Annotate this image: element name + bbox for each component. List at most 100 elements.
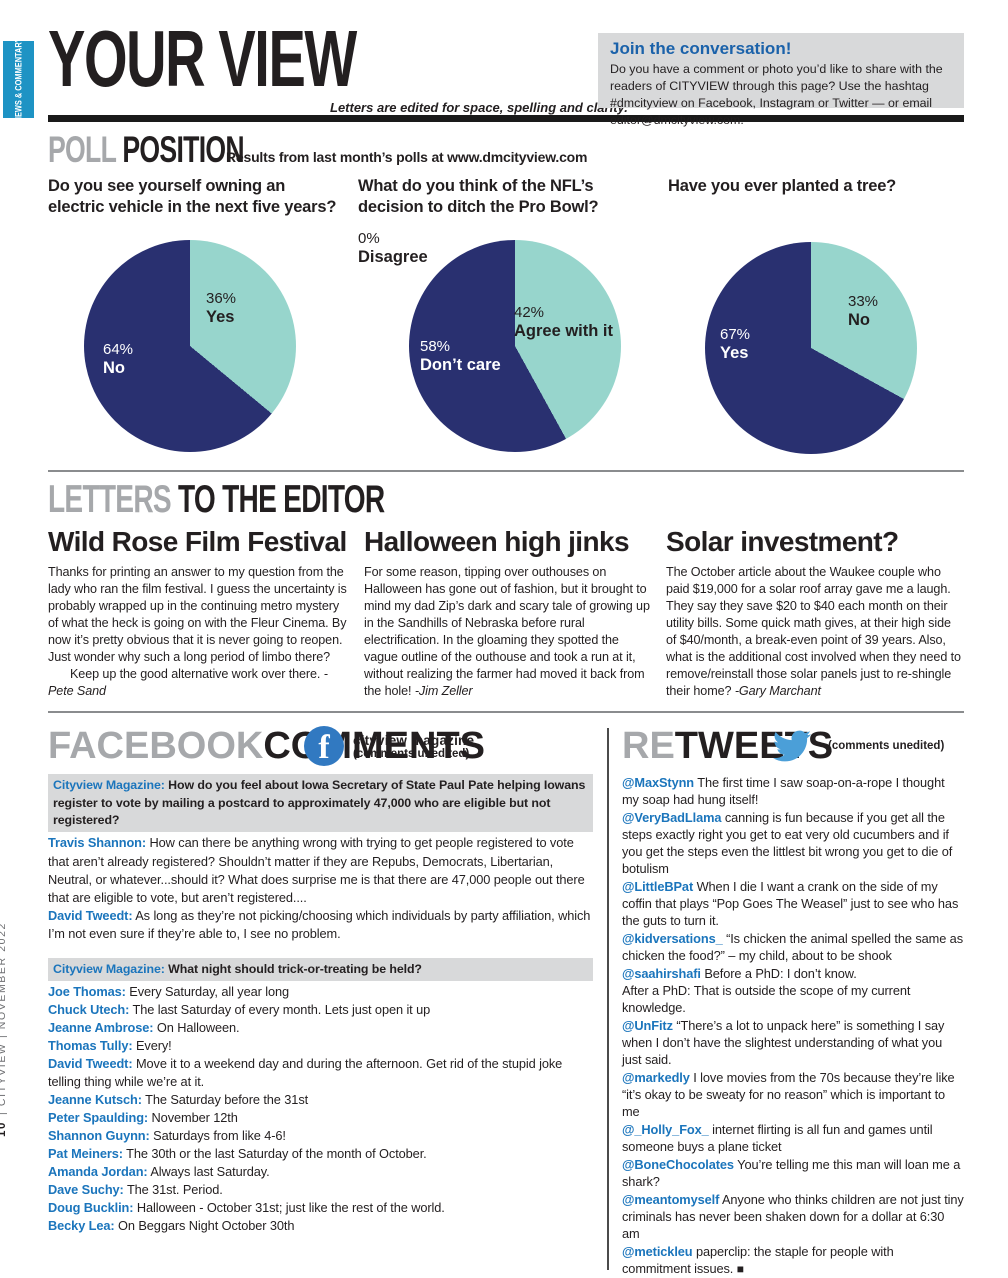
poll-section-header: POLL POSITION Results from last month’s … [48,122,964,176]
commenter-name: Chuck Utech: [48,1002,130,1018]
tweet-handle: @_Holly_Fox_ [622,1122,709,1138]
commenter-name: Shannon Guynn: [48,1128,150,1144]
retweets-title-gray: RE [622,724,675,767]
retweets-title-black: TWEETS [674,724,834,767]
letter-body-2: Keep up the good alternative work over t… [48,666,328,698]
poll-question: Do you see yourself owning an electric v… [48,177,337,217]
tweet: @UnFitz “There’s a lot to unpack here” i… [622,1018,945,1068]
facebook-comment: Amanda Jordan: Always last Saturday. [48,1164,270,1180]
letter-body: The October article about the Waukee cou… [666,565,961,698]
letter-title: Solar investment? [666,526,899,557]
page-header: YOUR VIEW Letters are edited for space, … [48,14,964,127]
facebook-title-gray: FACEBOOK [48,724,264,767]
commenter-name: Becky Lea: [48,1218,115,1234]
letters-title-black: TO THE EDITOR [177,478,385,521]
letter-signature: -Gary Marchant [734,683,821,698]
pie-chart-nfl [409,240,621,452]
tweet-handle: @markedly [622,1070,690,1086]
poll-question: Have you ever planted a tree? [668,177,897,195]
pie-chart-tree [705,242,917,454]
facebook-comment: Shannon Guynn: Saturdays from like 4-6! [48,1128,286,1144]
facebook-comment: Dave Suchy: The 31st. Period. [48,1182,223,1198]
poll-chart-tree: Have you ever planted a tree? 33% No 67%… [668,176,964,470]
tweet-handle: @UnFitz [622,1018,673,1034]
letter-body: Thanks for printing an answer to my ques… [48,565,347,664]
letters-edited-note: Letters are edited for space, spelling a… [330,100,628,115]
poll-chart-nfl: What do you think of the NFL’s decision … [358,176,654,470]
facebook-title-black: COMMENTS [263,724,486,767]
tweet: @meantomyself Anyone who thinks children… [622,1192,964,1242]
facebook-section-header: FACEBOOKCOMMENTS f cityview magazine (co… [48,724,593,768]
pie-label-yes: 67% Yes [720,326,751,362]
commenter-name: Thomas Tully: [48,1038,133,1054]
tweet: @VeryBadLlama canning is fun because if … [622,810,953,877]
tweet-handle: @BoneChocolates [622,1157,734,1173]
poll-title-gray: POLL [48,129,116,170]
facebook-comment: Thomas Tully: Every! [48,1038,172,1054]
facebook-comment: Jeanne Kutsch: The Saturday before the 3… [48,1092,309,1108]
pie-label-agree: 42% Agree with it [514,304,614,340]
column-divider [607,728,609,1271]
poll-chart-ev: Do you see yourself owning an electric v… [48,176,344,470]
letter-signature: -Jim Zeller [414,683,473,698]
tweet-handle: @kidversations_ [622,931,723,947]
end-mark: ■ [736,1262,744,1277]
letters-row: Wild Rose Film Festival Thanks for print… [48,525,964,699]
poll-subtitle: Results from last month’s polls at www.d… [226,149,588,165]
facebook-thread-2-comments: Joe Thomas: Every Saturday, all year lon… [48,983,593,1235]
facebook-question-2: Cityview Magazine: What night should tri… [48,957,593,982]
commenter-name: Joe Thomas: [48,984,126,1000]
commenter-name: Dave Suchy: [48,1182,124,1198]
facebook-comment: David Tweedt: As long as they’re not pic… [48,907,591,941]
pie-chart-ev [84,240,296,452]
magazine-issue-label: | CITYVIEW | NOVEMBER 2022 [0,922,8,1115]
facebook-unedited-note: (comments unedited) [353,747,470,760]
facebook-comment: Travis Shannon: How can there be anythin… [48,835,585,905]
section-tag-label: NEWS & COMMENTARY [13,37,24,122]
letter-title: Halloween high jinks [364,526,630,557]
poll-charts-row: Do you see yourself owning an electric v… [48,176,964,470]
retweets-section: RETWEETS (comments unedited) @MaxStynn T… [622,724,964,1278]
tweet: @metickleu paperclip: the staple for peo… [622,1244,894,1277]
tweet: @LittleBPat When I die I want a crank on… [622,879,959,929]
commenter-name: Doug Bucklin: [48,1200,134,1216]
retweets-unedited-note: (comments unedited) [828,740,945,753]
letter-body: For some reason, tipping over outhouses … [364,565,650,698]
join-conversation-box: Join the conversation! Do you have a com… [598,33,964,127]
letter-wild-rose: Wild Rose Film Festival Thanks for print… [48,525,350,699]
commenter-name: Peter Spaulding: [48,1110,149,1126]
tweet: @_Holly_Fox_ internet flirting is all fu… [622,1122,933,1155]
pie-label-yes: 36% Yes [206,290,237,326]
pie-label-no: 33% No [848,293,879,329]
facebook-comment: Becky Lea: On Beggars Night October 30th [48,1218,295,1234]
poll-title-black: POSITION [122,129,244,170]
header-divider [48,115,964,122]
facebook-icon: f [304,726,344,767]
join-conversation-body: Do you have a comment or photo you’d lik… [610,62,943,128]
facebook-comment: Peter Spaulding: November 12th [48,1110,238,1126]
tweet-handle: @metickleu [622,1244,693,1260]
facebook-thread-1-comments: Travis Shannon: How can there be anythin… [48,834,593,942]
page-title: YOUR VIEW [48,14,357,103]
twitter-icon [773,730,811,762]
letters-bottom-divider [48,711,964,714]
retweets-list: @MaxStynn The first time I saw soap-on-a… [622,774,964,1278]
tweet-handle: @LittleBPat [622,879,694,895]
tweet: @BoneChocolates You’re telling me this m… [622,1157,961,1190]
tweet: @kidversations_ “Is chicken the animal s… [622,931,963,964]
facebook-comment: Chuck Utech: The last Saturday of every … [48,1002,431,1018]
tweet-handle: @saahirshafi [622,966,701,982]
facebook-comment: Joe Thomas: Every Saturday, all year lon… [48,984,290,1000]
letters-title-gray: LETTERS [48,478,172,521]
tweet-handle: @VeryBadLlama [622,810,722,826]
pie-label-disagree: 0% Disagree [358,230,428,266]
commenter-name: Pat Meiners: [48,1146,123,1162]
letters-section-header: LETTERS TO THE EDITOR [48,472,964,525]
facebook-comment: David Tweedt: Move it to a weekend day a… [48,1056,563,1090]
page-footer-vertical: 10 | CITYVIEW | NOVEMBER 2022 [0,865,30,1137]
page-number: 10 [0,1121,8,1137]
letter-solar: Solar investment? The October article ab… [666,525,964,699]
retweets-section-header: RETWEETS (comments unedited) [622,724,964,768]
facebook-brand-label: cityview magazine [353,732,475,748]
commenter-name: Jeanne Ambrose: [48,1020,154,1036]
